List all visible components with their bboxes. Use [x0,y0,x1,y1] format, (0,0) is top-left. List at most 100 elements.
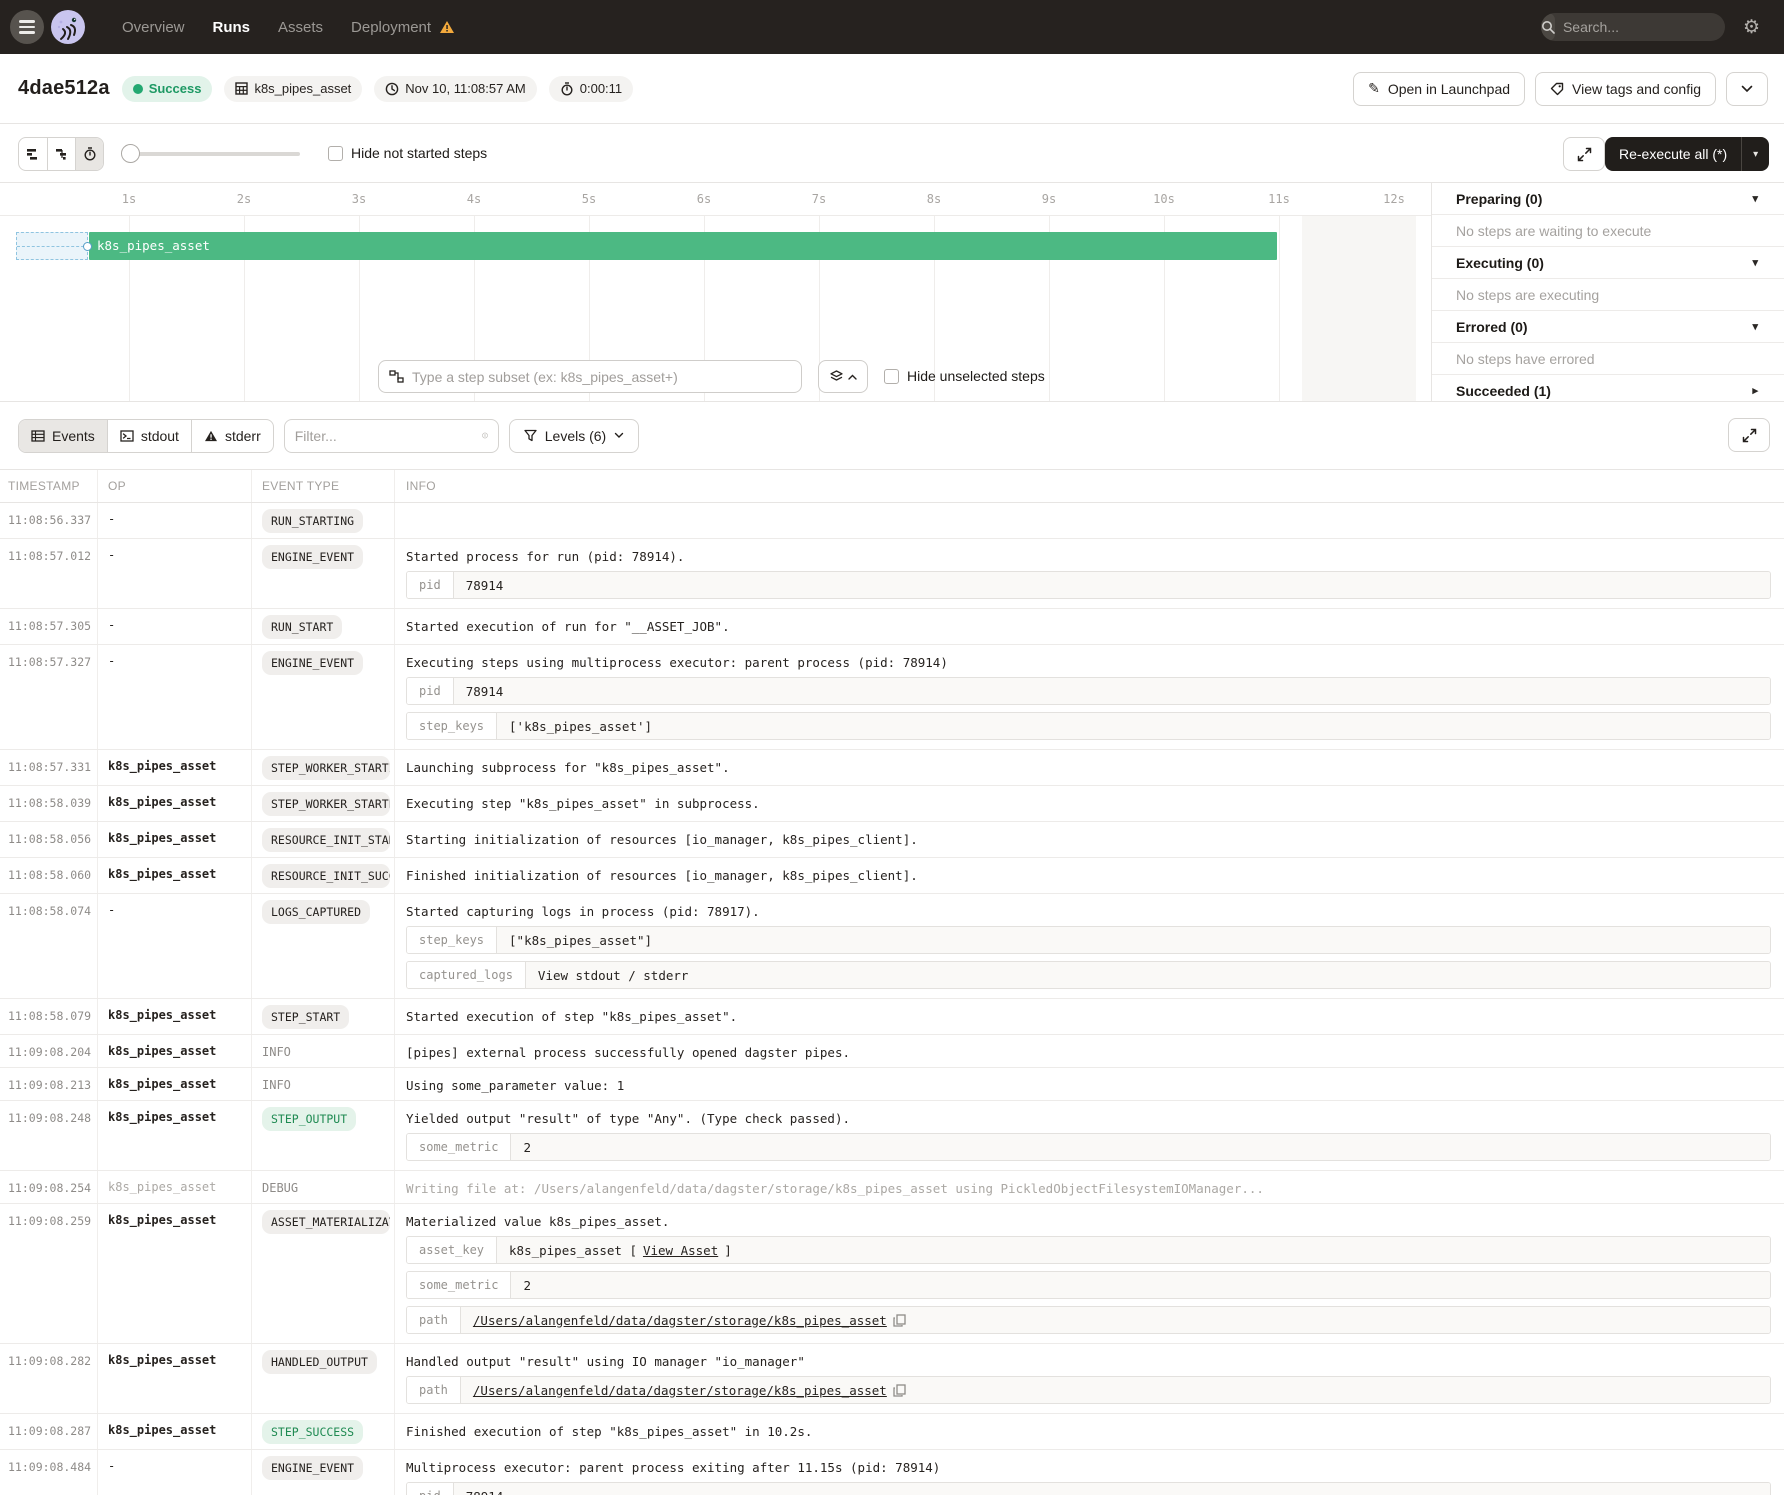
nav-item-deployment[interactable]: Deployment [351,19,455,36]
levels-label: Levels (6) [544,427,607,444]
log-message: Executing steps using multiprocess execu… [406,655,948,670]
start-time: Nov 10, 11:08:57 AM [405,81,526,96]
tick-label: 4s [466,192,482,206]
search-input[interactable] [1554,19,1725,35]
metadata-path-link[interactable]: /Users/alangenfeld/data/dagster/storage/… [472,1382,887,1398]
gantt-time-ruler: 1s 2s 3s 4s 5s 6s 7s 8s 9s 10s 11s 12s [0,183,1431,216]
reexecute-all-button[interactable]: Re-execute all (*) ▾ [1605,137,1770,171]
log-op: k8s_pipes_asset [98,999,252,1034]
log-view-tabs: Events stdout stderr [18,418,274,453]
gantt-fullscreen-button[interactable] [1563,137,1605,171]
gantt-step-bar[interactable]: k8s_pipes_asset [89,232,1277,260]
log-info-cell: Launching subprocess for "k8s_pipes_asse… [395,750,1784,785]
funnel-icon [524,429,537,442]
chevron-up-icon [847,374,857,380]
tab-stderr[interactable]: stderr [190,419,273,452]
gridline [244,216,245,401]
log-event-type-cell: INFO [252,1068,395,1100]
log-op: k8s_pipes_asset [98,750,252,785]
gantt-zoom-slider[interactable] [121,144,300,163]
search-box[interactable]: / [1540,13,1725,41]
metadata-key: pid [407,572,454,598]
graph-query-toggle-button[interactable] [818,360,868,393]
metadata-entry: step_keys ["k8s_pipes_asset"] [406,926,1771,954]
metadata-value: 2 [511,1134,1770,1160]
log-info-cell: Materialized value k8s_pipes_asset. asset… [395,1204,1784,1343]
slider-thumb[interactable] [121,144,140,163]
copy-icon[interactable] [893,1313,906,1327]
view-timed-icon[interactable] [75,138,103,170]
log-event-type-cell: RESOURCE_INIT_STAR… [252,822,395,857]
log-timestamp: 11:09:08.204 [0,1035,98,1067]
top-nav: Overview Runs Assets Deployment / ⚙ [0,0,1784,54]
status-section-empty-text: No steps are executing [1432,279,1784,311]
status-section-empty-text: No steps are waiting to execute [1432,215,1784,247]
metadata-path-link[interactable]: /Users/alangenfeld/data/dagster/storage/… [472,1312,887,1328]
metadata-value: 78914 [453,1483,1770,1495]
metadata-entry: some_metric 2 [406,1271,1771,1299]
job-pill[interactable]: k8s_pipes_asset [224,75,363,102]
log-event-type-cell: LOGS_CAPTURED [252,894,395,998]
run-actions-dropdown-button[interactable] [1726,71,1768,106]
nav-item-assets[interactable]: Assets [278,18,324,36]
view-tags-config-button[interactable]: View tags and config [1535,71,1716,106]
metadata-key: step_keys [407,927,498,953]
hide-unselected-checkbox[interactable] [884,368,899,384]
metadata-key: path [407,1307,461,1333]
duration-pill: 0:00:11 [548,75,634,102]
menu-icon[interactable] [10,10,44,44]
tab-events[interactable]: Events [19,419,107,452]
tab-stdout[interactable]: stdout [106,419,191,452]
log-row: 11:08:58.039 k8s_pipes_asset STEP_WORKER_S… [0,786,1784,822]
copy-icon[interactable] [893,1383,906,1397]
status-section-errored[interactable]: Errored (0) ▾ [1432,311,1784,343]
gear-icon[interactable]: ⚙ [1742,16,1760,38]
status-section-preparing[interactable]: Preparing (0) ▾ [1432,183,1784,215]
expand-icon [1742,428,1756,442]
log-op: k8s_pipes_asset [98,786,252,821]
status-section-succeeded[interactable]: Succeeded (1) ▸ [1432,375,1784,401]
hide-not-started-checkbox[interactable] [328,145,343,161]
log-message: Multiprocess executor: parent process ex… [406,1460,941,1475]
view-asset-link[interactable]: View Asset [642,1242,719,1258]
tick-label: 2s [236,192,252,206]
metadata-key: some_metric [407,1272,512,1298]
op-selector-icon [389,370,404,383]
open-in-launchpad-button[interactable]: ✎ Open in Launchpad [1353,71,1526,106]
clear-filter-icon[interactable] [481,428,488,443]
nav-item-runs[interactable]: Runs [212,18,251,36]
log-row: 11:08:56.337- RUN_STARTING [0,503,1784,539]
log-message: Finished execution of step "k8s_pipes_as… [406,1424,813,1439]
view-waterfall-icon[interactable] [47,138,75,170]
log-timestamp: 11:08:58.060 [0,858,98,893]
column-header-timestamp: TIMESTAMP [0,470,98,502]
step-subset-input[interactable] [412,368,791,385]
logs-fullscreen-button[interactable] [1728,418,1770,452]
log-info-cell: Started execution of step "k8s_pipes_ass… [395,999,1784,1034]
log-filter-input[interactable] [294,427,476,444]
log-filter-box [283,418,499,453]
log-op: - [98,503,252,538]
column-header-event-type: EVENT TYPE [252,470,395,502]
log-message: Using some_parameter value: 1 [406,1078,625,1093]
nav-item-overview[interactable]: Overview [122,18,185,36]
reexecute-dropdown-arrow[interactable]: ▾ [1741,137,1769,171]
dagster-logo-icon[interactable] [50,9,86,45]
log-message: Starting initialization of resources [io… [406,832,918,847]
metadata-entry: step_keys ['k8s_pipes_asset'] [406,712,1771,740]
log-timestamp: 11:09:08.213 [0,1068,98,1100]
tick-label: 9s [1041,192,1057,206]
levels-filter-button[interactable]: Levels (6) [508,418,640,453]
log-timestamp: 11:09:08.259 [0,1204,98,1343]
view-flat-icon[interactable] [19,138,47,170]
log-info-cell: Yielded output "result" of type "Any". (… [395,1101,1784,1170]
layers-icon [829,370,843,381]
log-level-label: DEBUG [262,1181,299,1195]
log-timestamp: 11:08:57.327 [0,645,98,749]
log-row: 11:09:08.282 k8s_pipes_asset HANDLED_OUTPU… [0,1344,1784,1414]
terminal-icon [120,429,134,442]
log-row: 11:08:57.331 k8s_pipes_asset STEP_WORKER_S… [0,750,1784,786]
run-id-title: 4dae512a [18,77,110,99]
status-section-executing[interactable]: Executing (0) ▾ [1432,247,1784,279]
